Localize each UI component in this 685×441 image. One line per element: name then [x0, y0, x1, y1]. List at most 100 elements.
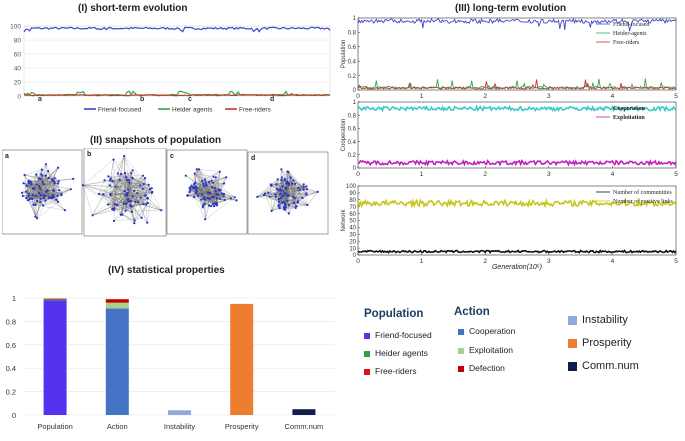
panel-III-series-line [357, 104, 677, 113]
panel-I-x-marker: d [270, 96, 274, 103]
snapshot-node [25, 184, 28, 187]
snapshot-node [91, 214, 94, 217]
snapshot-node [112, 209, 115, 212]
snapshot-node [279, 188, 282, 191]
snapshot-node [109, 177, 112, 180]
panel-III-series-line [357, 249, 677, 254]
panel-IV-bar-segment [230, 303, 254, 415]
snapshot-node [44, 199, 47, 202]
snapshot-node [52, 179, 55, 182]
snapshot-node [34, 194, 38, 197]
panel-I-x-marker: a [38, 96, 42, 103]
snapshot-node [53, 177, 56, 180]
panel-III-chart: 00.20.40.60.810 1 2 3 4 5PopulationFriend-foc… [341, 16, 678, 271]
snapshot-node [305, 192, 308, 195]
snapshot-node [274, 195, 277, 198]
panel-III-x-tick: 2 [483, 171, 487, 178]
snapshot-node [60, 192, 63, 195]
snapshot-node [143, 177, 147, 180]
snapshot-node [212, 202, 215, 205]
panel-IV-bar-segment [43, 299, 67, 301]
snapshot-node [25, 196, 28, 200]
snapshot-node [28, 198, 32, 201]
panel-I-y-tick: 40 [14, 66, 22, 73]
snapshot-node [27, 179, 30, 182]
snapshot-node [51, 194, 55, 197]
panel-IV-y-tick: 0.4 [6, 364, 16, 373]
snapshot-node [124, 193, 127, 196]
snapshot-label: d [251, 155, 255, 162]
snapshot-node [279, 197, 282, 200]
panel-III-y-tick: 0 [353, 253, 357, 259]
snapshot-node [27, 194, 30, 198]
snapshot-node [37, 191, 41, 195]
snapshot-node [22, 182, 25, 185]
panel-III-x-tick: 5 [674, 93, 678, 100]
snapshot-node [141, 174, 145, 177]
snapshot-node [57, 180, 60, 183]
snapshot-node [193, 172, 196, 175]
panel-III-y-label: Network [341, 209, 347, 232]
snapshot-node [202, 182, 205, 185]
snapshot-node [97, 192, 101, 196]
snapshot-node [26, 199, 29, 202]
snapshot-node [190, 184, 193, 187]
panel-IV-bar-segment [105, 299, 129, 303]
panel-II-snapshots: a b c d [2, 148, 329, 237]
panel-III-title: (III) long-term evolution [455, 3, 567, 14]
snapshot-node [106, 203, 110, 206]
panel-I-legend-label: Free-riders [239, 107, 272, 114]
panel-IV-bar-segment [43, 300, 67, 415]
snapshot-node [277, 200, 281, 203]
snapshot-node [188, 186, 191, 189]
snapshot-node [23, 173, 26, 177]
snapshot-node [210, 179, 213, 182]
snapshot-node [283, 208, 286, 211]
legend-comm-num: Comm.num [568, 360, 639, 372]
panel-III-x-tick: 0 [356, 93, 360, 100]
snapshot-node [275, 187, 279, 190]
panel-III-plot-frame [357, 101, 677, 169]
panel-III-y-tick: 0 [353, 166, 357, 172]
snapshot-node [134, 200, 137, 203]
snapshot-node [42, 183, 45, 186]
snapshot-node [195, 168, 198, 171]
legend-friend-focused: Friend-focused [364, 330, 432, 340]
snapshot-node [206, 191, 210, 194]
panel-IV-x-label: Population [37, 422, 72, 431]
snapshot-node [107, 175, 110, 178]
snapshot-node [151, 190, 154, 194]
snapshot-node [203, 202, 206, 206]
legend-free-riders: Free-riders [364, 366, 417, 376]
snapshot-node [286, 194, 289, 197]
snapshot-node [280, 178, 283, 182]
snapshot-node [133, 219, 136, 222]
panel-IV-x-label: Prosperity [225, 422, 259, 431]
snapshot-node [281, 185, 284, 188]
snapshot-node [144, 194, 147, 197]
snapshot-node [278, 207, 281, 210]
snapshot-node [220, 192, 224, 195]
panel-III-y-tick: 0.2 [348, 153, 357, 159]
snapshot-node [286, 180, 289, 183]
legend-exploitation: Exploitation [458, 345, 513, 355]
panel-IV-x-label: Comm.num [285, 422, 324, 431]
snapshot-node [115, 204, 119, 207]
panel-III-y-tick: 40 [349, 226, 356, 232]
panel-IV-y-tick: 0.6 [6, 341, 16, 350]
legend-instability: Instability [568, 314, 628, 326]
panel-III-y-tick: 1 [353, 100, 357, 106]
snapshot-node [63, 209, 66, 212]
snapshot-node [216, 204, 219, 207]
legend-heider-agents: Heider agents [364, 348, 428, 358]
panel-I-y-tick: 80 [14, 38, 22, 45]
snapshot-node [299, 188, 302, 191]
snapshot-node [130, 172, 133, 175]
panel-IV-bar-segment [43, 298, 67, 300]
legend-prosperity: Prosperity [568, 337, 632, 349]
snapshot-node [42, 197, 46, 200]
snapshot-node [302, 185, 305, 188]
panel-III-y-tick: 30 [349, 233, 356, 239]
snapshot-node [39, 197, 43, 200]
panel-IV-y-tick: 0.2 [6, 388, 16, 397]
